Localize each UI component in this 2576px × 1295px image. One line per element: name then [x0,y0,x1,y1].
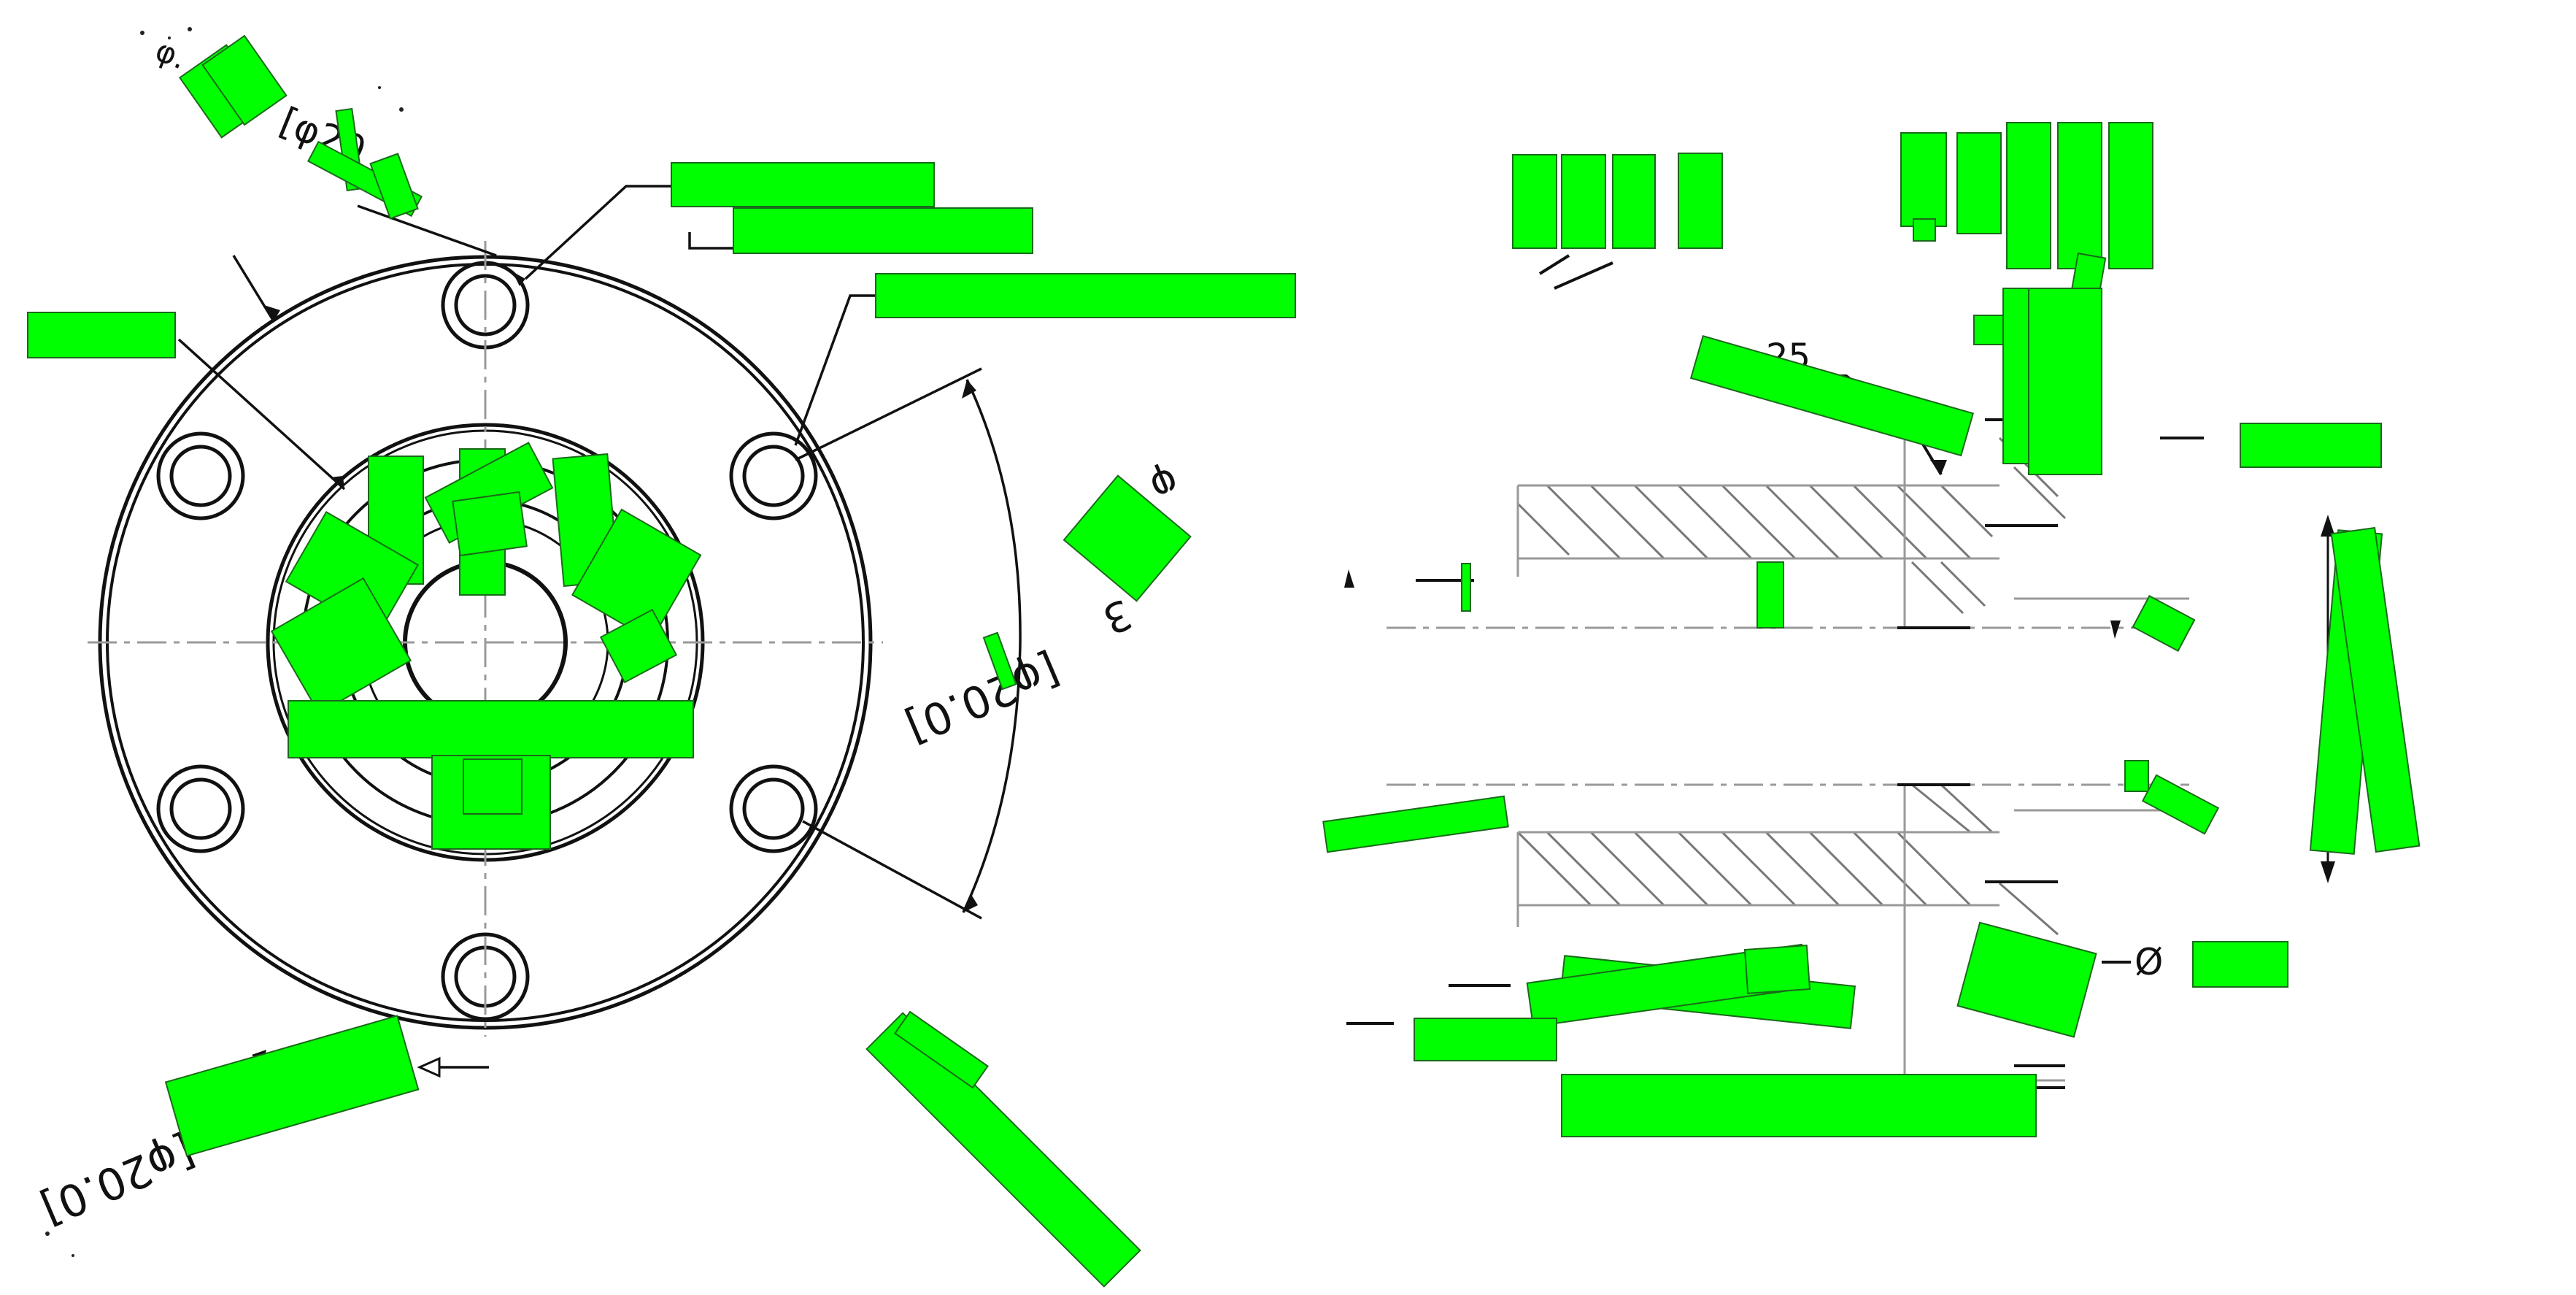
redaction-box [1512,154,1557,249]
dim-right-bracket: [φ20.0] [899,643,1067,753]
hatch-lower [1516,783,2059,936]
redaction-box [2330,526,2421,853]
redaction-box [2141,774,2220,835]
redaction-box [27,312,176,358]
redaction-box [2108,122,2153,269]
redaction-box [2028,288,2102,475]
redaction-box [2132,595,2196,652]
diameter-symbol: Ø [2135,941,2163,983]
redaction-box [1561,154,1606,249]
redaction-box [733,207,1033,254]
redaction-box [1322,795,1509,853]
redaction-box [1900,132,1947,227]
redaction-box [1414,1018,1557,1061]
section-arrowheads [1344,460,2335,883]
redaction-box [571,508,702,642]
angular-dimension-arc [962,379,1022,913]
redaction-box [671,162,935,207]
centerlines [88,241,883,1037]
redaction-box [1461,563,1471,612]
redaction-box [865,1012,1141,1288]
redaction-box [1756,561,1784,629]
redaction-box [1913,218,1936,242]
redaction-box [2192,941,2288,988]
redaction-box [1689,335,1975,457]
redaction-box [369,153,419,220]
bolt-holes [156,261,818,1021]
redaction-boxes [27,34,2421,1288]
redaction-box [894,1010,989,1089]
dim-top-left-partial: φ. [150,32,191,77]
redaction-box [288,700,694,758]
section-outlines [1516,438,2189,1082]
redaction-box [2057,122,2102,269]
redaction-box [2124,760,2149,792]
redaction-box [452,491,528,557]
redaction-box [599,608,678,684]
redaction-box [463,758,522,815]
redaction-box [1561,1074,2037,1137]
flange-front-view [88,185,1022,1069]
hatch-upper [1516,437,2067,615]
redaction-box [1678,153,1723,249]
redaction-box [2240,423,2382,468]
redaction-box [164,1015,420,1157]
redaction-box [1956,132,2002,234]
redaction-box [201,34,288,126]
redaction-box [1063,474,1192,602]
redaction-box [1956,921,2097,1038]
redaction-box [982,631,1017,691]
section-centerline [1387,626,2189,786]
redaction-box [270,577,412,715]
redaction-box [2006,122,2051,269]
redaction-box [1612,154,1656,249]
dim-bottom-left: [φ20.0] [34,1125,202,1234]
redaction-box [875,273,1296,318]
redaction-box [1743,945,1811,994]
